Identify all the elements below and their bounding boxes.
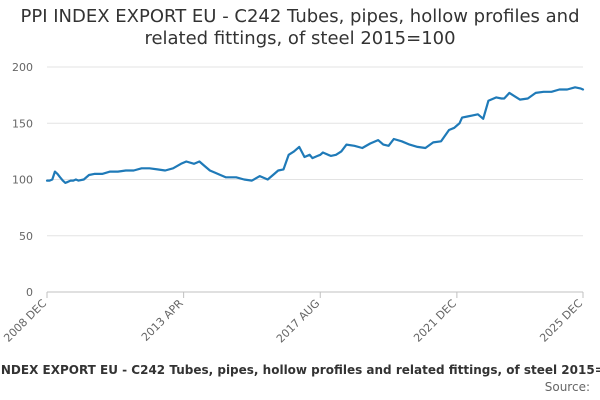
y-tick-label: 100 [12,174,33,187]
y-tick-label: 50 [19,230,33,243]
y-tick-label: 0 [26,286,33,299]
series-line [45,86,585,184]
x-tick-label: 2017 AUG [274,297,323,346]
x-tick-label: 2021 DEC [411,297,459,345]
x-tick-label: 2013 APR [139,297,186,344]
chart-caption: PPI INDEX EXPORT EU - C242 Tubes, pipes,… [0,363,600,377]
y-tick-label: 150 [12,117,33,130]
x-tick-label: 2025 DEC [537,297,585,345]
x-tick-label: 2008 DEC [1,297,49,345]
source-label: Source: [544,380,590,394]
chart-title: PPI INDEX EXPORT EU - C242 Tubes, pipes,… [20,6,580,49]
y-tick-label: 200 [12,61,33,74]
